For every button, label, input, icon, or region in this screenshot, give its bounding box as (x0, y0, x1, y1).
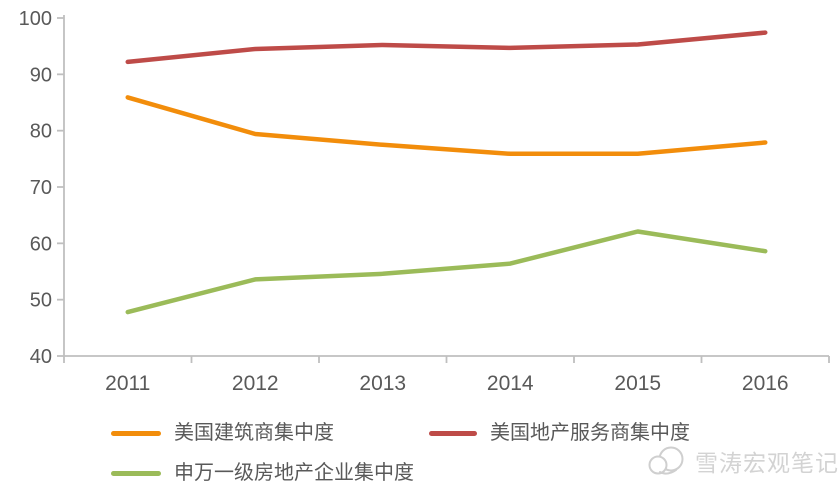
x-tick-label: 2015 (614, 372, 661, 395)
legend-label: 美国地产服务商集中度 (490, 422, 690, 444)
x-tick-label: 2016 (742, 372, 789, 395)
y-tick-label: 90 (30, 64, 52, 86)
series-line-美国建筑商集中度 (125, 95, 768, 157)
series-line-申万一级房地产企业集中度 (125, 229, 768, 315)
legend-item-us-re-services: 美国地产服务商集中度 (429, 421, 690, 445)
y-tick-label: 80 (30, 121, 52, 143)
legend-label: 美国建筑商集中度 (174, 422, 334, 444)
y-tick-label: 50 (30, 290, 52, 312)
x-tick-label: 2011 (105, 372, 150, 395)
series-line-美国地产服务商集中度 (125, 30, 768, 65)
watermark: 雪涛宏观笔记 (646, 443, 839, 479)
y-tick-label: 60 (30, 233, 52, 255)
y-tick-label: 40 (30, 346, 52, 368)
legend-swatch-orange (111, 430, 161, 436)
x-tick-label: 2014 (487, 372, 534, 395)
y-tick-label: 100 (19, 8, 52, 30)
y-tick-label: 70 (30, 177, 52, 199)
x-tick-label: 2012 (232, 372, 279, 395)
watermark-text: 雪涛宏观笔记 (695, 450, 839, 476)
cloud-logo-icon (648, 446, 684, 475)
legend-item-us-builders: 美国建筑商集中度 (111, 421, 334, 445)
legend-swatch-green (111, 470, 161, 476)
legend-label: 申万一级房地产企业集中度 (174, 462, 414, 484)
legend-item-sws-realestate: 申万一级房地产企业集中度 (111, 461, 414, 485)
x-tick-label: 2013 (359, 372, 406, 395)
legend-swatch-red (429, 430, 477, 436)
